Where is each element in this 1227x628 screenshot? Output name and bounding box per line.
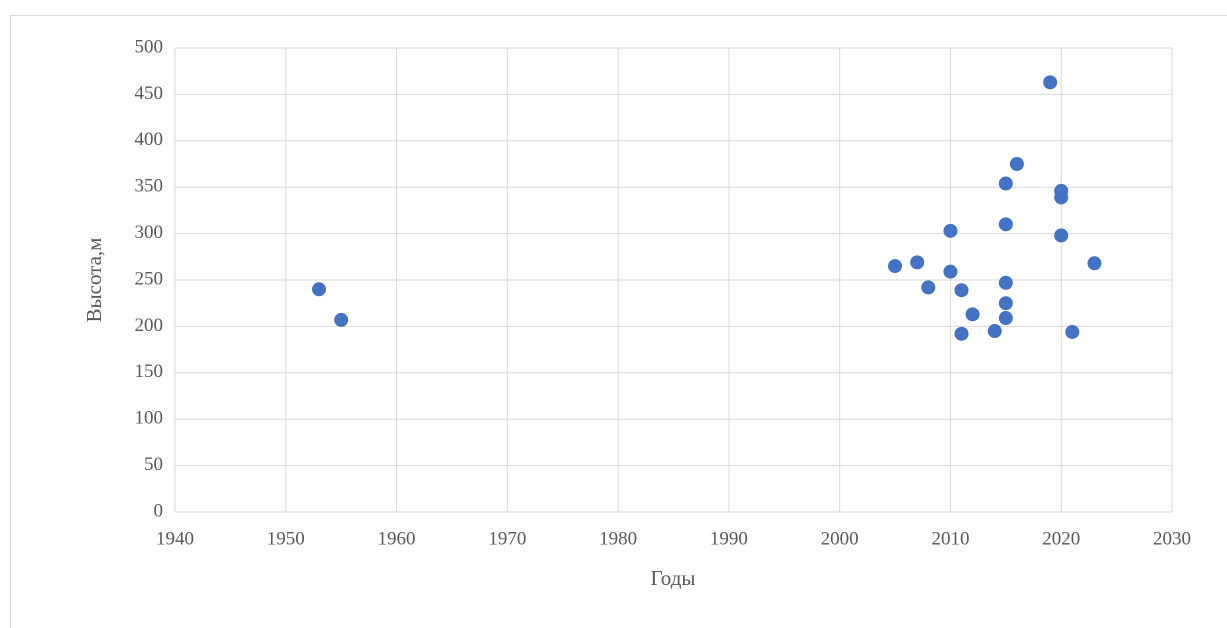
y-tick-label: 0 [154,500,164,521]
y-tick-label: 50 [144,454,163,475]
y-tick-label: 400 [135,129,164,150]
point [1054,190,1069,205]
point [943,264,958,279]
x-tick-label: 1950 [267,528,305,549]
x-tick-label: 2020 [1042,528,1080,549]
y-axis-label: Высота,м [82,238,106,323]
point [965,307,980,322]
chart-frame [10,15,1227,628]
y-tick-label: 450 [135,83,164,104]
x-axis-label: Годы [651,566,696,590]
point [1054,228,1069,243]
point [334,312,349,327]
x-tick-label: 2030 [1153,528,1191,549]
y-tick-label: 500 [135,36,164,57]
y-tick-label: 300 [135,222,164,243]
point [1087,256,1102,271]
point [987,324,1002,339]
point [954,326,969,341]
y-tick-label: 250 [135,268,164,289]
point [954,283,969,298]
x-tick-label: 1990 [710,528,748,549]
y-tick-label: 200 [135,315,164,336]
x-tick-label: 1940 [156,528,194,549]
point [921,280,936,295]
point [910,255,925,270]
point [998,275,1013,290]
point [1009,157,1024,171]
point [998,296,1013,311]
x-tick-label: 1970 [488,528,526,549]
point [888,259,903,274]
point [312,282,327,297]
y-tick-label: 150 [135,361,164,382]
x-tick-label: 2000 [821,528,859,549]
point [1043,75,1058,90]
point [998,176,1013,191]
x-tick-label: 2010 [931,528,969,549]
x-tick-label: 1960 [378,528,416,549]
point [1065,324,1080,339]
point [998,217,1013,232]
point [998,311,1013,326]
point [943,223,958,238]
y-tick-label: 350 [135,176,164,197]
y-tick-label: 100 [135,408,164,429]
x-tick-label: 1980 [599,528,637,549]
